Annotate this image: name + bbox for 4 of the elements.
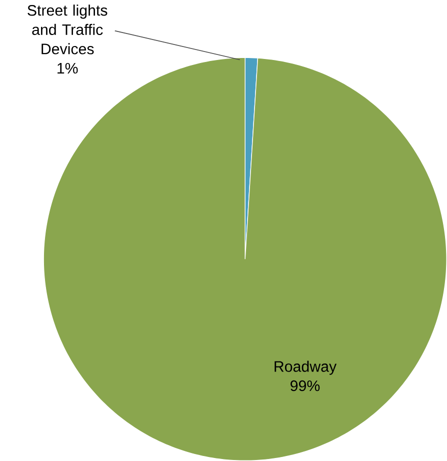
slice-label: Roadway xyxy=(274,360,337,375)
data-label: 1% xyxy=(58,62,78,74)
data-label: 99% xyxy=(290,380,320,392)
slice-label: Street lights and Traffic Devices xyxy=(28,4,108,54)
